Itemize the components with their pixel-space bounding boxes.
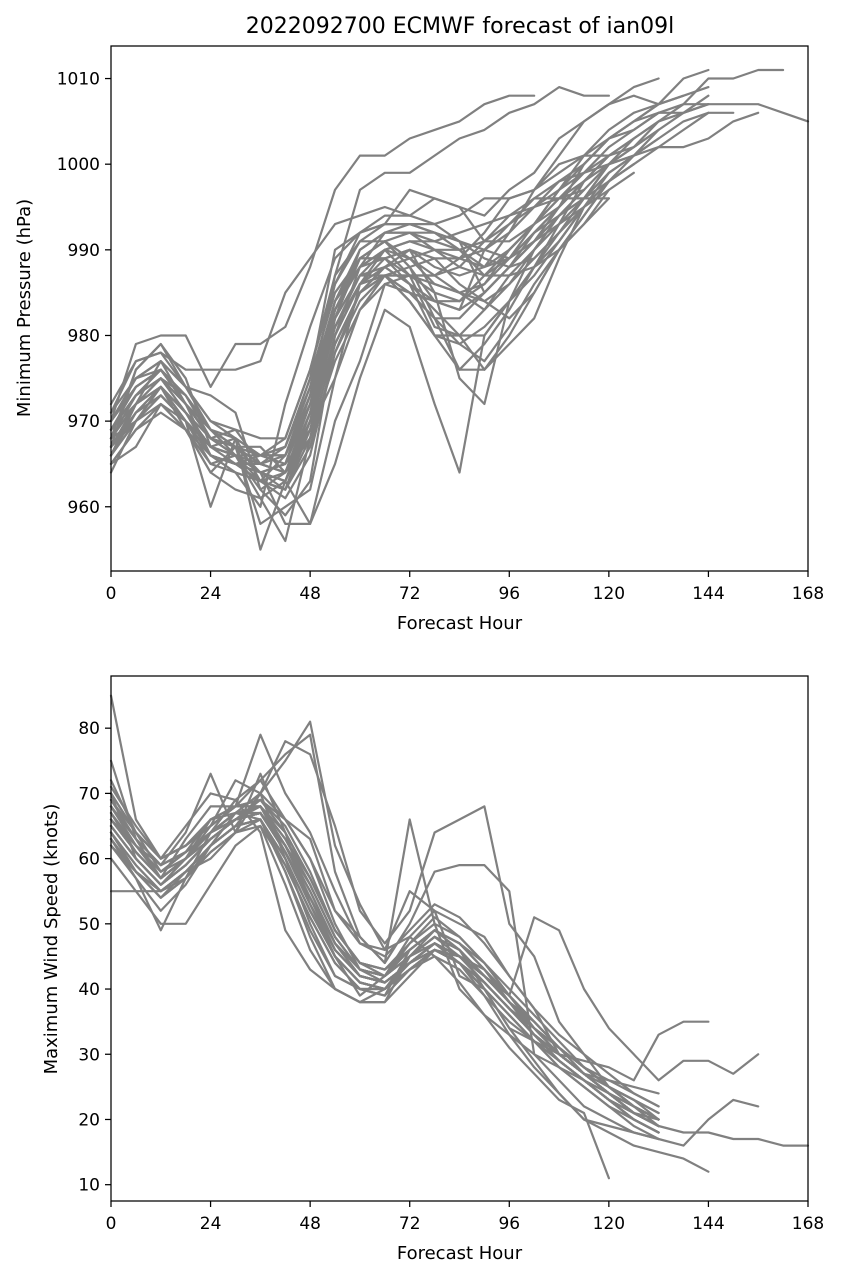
pressure-member-line-32: [109, 188, 586, 491]
pressure-ytick-label: 1010: [57, 70, 100, 90]
figure-title: 2022092700 ECMWF forecast of ian09l: [246, 14, 674, 39]
wind-ytick-label: 70: [78, 784, 100, 804]
wind-ytick-label: 40: [78, 980, 100, 1000]
pressure-series-group: [109, 68, 810, 551]
wind-ytick-label: 10: [78, 1176, 100, 1196]
pressure-y-axis-label: Minimum Pressure (hPa): [14, 199, 35, 417]
wind-ytick-label: 80: [78, 719, 100, 739]
pressure-xtick-label: 48: [299, 584, 321, 604]
wind-axes-frame: [110, 675, 809, 1202]
wind-series-group: [109, 694, 810, 1180]
wind-member-line-33: [109, 818, 660, 1134]
wind-member-line-35: [109, 811, 660, 1128]
pressure-ytick-label: 970: [68, 412, 100, 432]
pressure-ytick-label: 960: [68, 498, 100, 518]
pressure-member-line-23: [109, 197, 611, 474]
pressure-xtick-label: 144: [692, 584, 724, 604]
pressure-x-axis-label: Forecast Hour: [397, 613, 523, 634]
pressure-ytick-label: 980: [68, 326, 100, 346]
pressure-member-line-1: [109, 94, 536, 423]
wind-xtick-label: 144: [692, 1214, 724, 1234]
pressure-xtick-label: 120: [593, 584, 625, 604]
wind-ytick-label: 60: [78, 850, 100, 870]
pressure-ytick-label: 1000: [57, 155, 100, 175]
pressure-xtick-label: 0: [106, 584, 117, 604]
pressure-xtick-label: 168: [792, 584, 824, 604]
wind-ytick-label: 30: [78, 1045, 100, 1065]
wind-xtick-label: 24: [200, 1214, 222, 1234]
pressure-ytick-label: 990: [68, 241, 100, 261]
wind-xtick-label: 168: [792, 1214, 824, 1234]
wind-x-axis-label: Forecast Hour: [397, 1243, 523, 1264]
pressure-xtick-label: 72: [399, 584, 421, 604]
wind-xtick-label: 48: [299, 1214, 321, 1234]
pressure-member-line-15: [109, 103, 660, 440]
pressure-panel: 0 24 48 72 96 120 144 168 960 970 980 990 1000 1010 Fo…: [14, 45, 824, 634]
wind-xtick-label: 96: [498, 1214, 520, 1234]
wind-member-line-1: [109, 694, 710, 1173]
pressure-xtick-label: 24: [200, 584, 222, 604]
wind-ytick-label: 50: [78, 915, 100, 935]
wind-member-line-2: [109, 733, 710, 1082]
pressure-xtick-label: 96: [498, 584, 520, 604]
wind-xtick-label: 120: [593, 1214, 625, 1234]
wind-panel: 0 24 48 72 96 120 144 168 10 20 30 40 50 60 70 80 Foreca…: [41, 675, 824, 1264]
pressure-member-line-35: [109, 180, 586, 474]
wind-xtick-label: 0: [106, 1214, 117, 1234]
pressure-axes-frame: [110, 45, 809, 572]
pressure-member-line-33: [109, 188, 586, 457]
wind-xtick-label: 72: [399, 1214, 421, 1234]
wind-ytick-label: 20: [78, 1110, 100, 1130]
pressure-member-line-36: [109, 205, 586, 483]
wind-y-axis-label: Maximum Wind Speed (knots): [41, 804, 62, 1075]
wind-member-line-31: [109, 798, 660, 1121]
